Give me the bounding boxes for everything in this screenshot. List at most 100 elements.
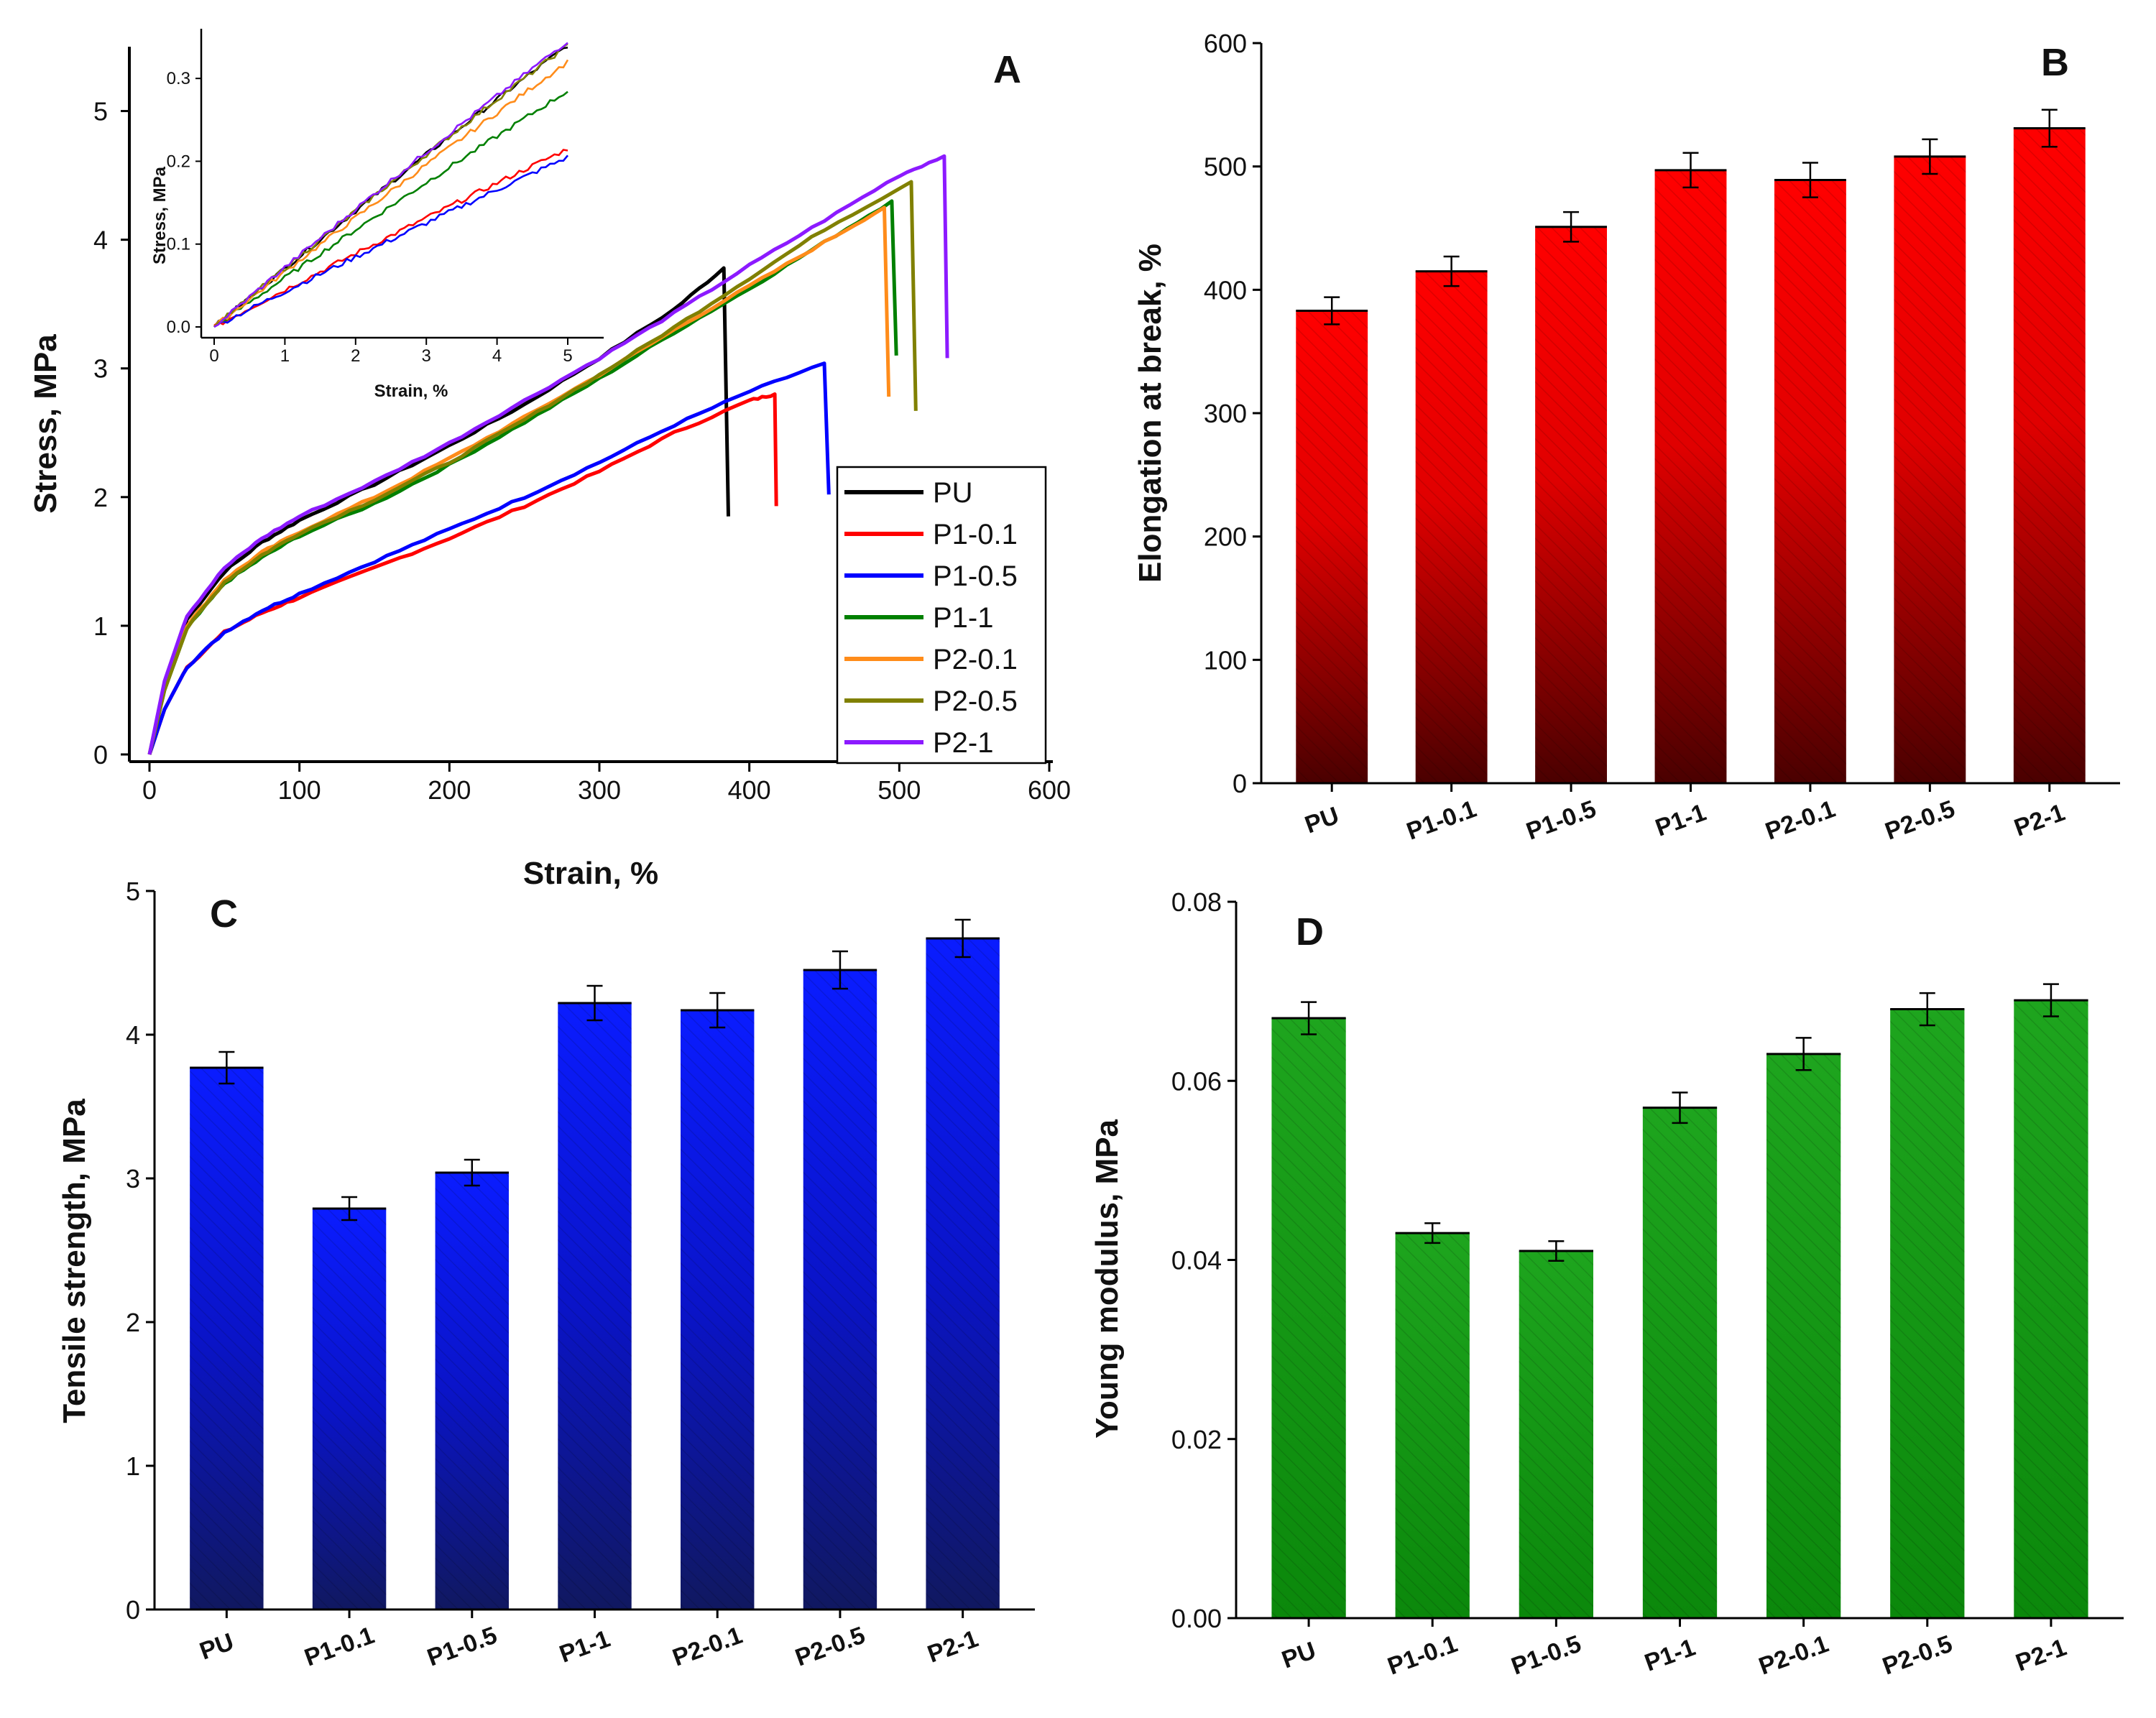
x-tick-label-p2-0.1: P2-0.1 [1755, 1630, 1832, 1681]
bar-hatch-p2-1 [926, 938, 1000, 1610]
bar-hatch-p1-0.1 [1415, 271, 1488, 783]
panel-d-y-title: Young modulus, MPa [1089, 1119, 1125, 1438]
bar-hatch-p2-0.5 [803, 970, 877, 1610]
series-line-p2-0.1 [147, 205, 891, 755]
bar-hatch-p2-0.1 [1766, 1053, 1841, 1618]
bar-hatch-p1-1 [1654, 170, 1727, 784]
x-tick-label-p1-0.1: P1-0.1 [1403, 795, 1480, 846]
bar-hatch-p1-0.5 [1519, 1251, 1593, 1618]
y-tick-label: 0.02 [1171, 1425, 1222, 1454]
y-tick-label: 400 [1204, 275, 1247, 305]
x-tick-label-p2-0.1: P2-0.1 [1762, 795, 1839, 846]
y-tick-label: 1 [126, 1451, 140, 1481]
series-line-p1-0.5 [147, 361, 831, 755]
legend-label-p1-1: P1-1 [933, 602, 994, 634]
x-tick-label-p1-0.1: P1-0.1 [301, 1622, 378, 1672]
y-tick-label: 100 [1204, 645, 1247, 675]
inset-x-tick-label: 4 [492, 346, 502, 366]
y-tick-label: 200 [1204, 522, 1247, 552]
panel-d-letter: D [1296, 910, 1324, 953]
a-y-tick-label: 5 [93, 97, 108, 126]
inset-y-tick-label: 0.1 [167, 235, 190, 254]
x-tick-label-pu: PU [1302, 802, 1342, 839]
bar-hatch-pu [1271, 1018, 1346, 1618]
series-line-p1-1 [147, 199, 898, 755]
y-tick-label: 0.00 [1171, 1604, 1222, 1633]
y-tick-label: 0.06 [1171, 1066, 1222, 1096]
x-tick-label-p2-0.5: P2-0.5 [1881, 795, 1958, 846]
y-tick-label: 600 [1204, 29, 1247, 58]
series-line-p2-1 [147, 154, 949, 755]
x-tick-label-p1-0.5: P1-0.5 [1508, 1630, 1585, 1681]
bar-hatch-p1-0.1 [1395, 1233, 1470, 1618]
x-tick-label-p1-0.1: P1-0.1 [1384, 1630, 1461, 1681]
legend-label-p1-0.5: P1-0.5 [933, 560, 1018, 592]
inset-series-line-p1-1 [213, 91, 568, 328]
panel-d-young-modulus-chart: PU P1-0.1 P1-0.5 P1-1 P2-0.1 P2-0.5 P2-1 0.00 0.… [1089, 887, 2124, 1681]
panel-b-letter: B [2041, 41, 2069, 84]
legend-label-p1-0.1: P1-0.1 [933, 519, 1018, 550]
inset-x-tick-label: 3 [422, 346, 431, 366]
inset-series-line-p2-0.1 [213, 59, 569, 328]
panel-b-elongation-chart: PU P1-0.1 P1-0.5 P1-1 P2-0.1 P2-0.5 P2-1 0 100 20… [1133, 29, 2120, 846]
y-tick-label: 300 [1204, 399, 1247, 428]
a-y-tick-label: 1 [93, 611, 108, 641]
y-tick-label: 5 [126, 877, 140, 906]
a-y-tick-label: 0 [93, 740, 108, 770]
panel-a-y-title: Stress, MPa [28, 334, 63, 514]
legend-label-p2-1: P2-1 [933, 727, 994, 759]
inset-x-tick-label: 0 [209, 346, 218, 366]
x-tick-label-p1-1: P1-1 [1651, 799, 1709, 842]
a-x-tick-label: 400 [728, 775, 771, 805]
x-tick-label-p1-1: P1-1 [556, 1625, 613, 1668]
y-tick-label: 500 [1204, 152, 1247, 182]
panel-c-y-title: Tensile strength, MPa [57, 1099, 92, 1423]
y-tick-label: 0 [1233, 769, 1247, 798]
bar-hatch-p2-0.1 [681, 1010, 755, 1610]
inset-y-tick-label: 0.2 [167, 152, 190, 171]
y-tick-label: 4 [126, 1020, 140, 1050]
x-tick-label-p2-0.1: P2-0.1 [669, 1622, 746, 1672]
inset-x-tick-label: 1 [280, 346, 290, 366]
series-line-p1-0.1 [147, 392, 778, 755]
a-x-tick-label: 600 [1028, 775, 1071, 805]
inset-series-line-p1-0.5 [213, 154, 569, 328]
x-tick-label-p1-0.5: P1-0.5 [1523, 795, 1600, 846]
panel-c-tensile-strength-chart: PU P1-0.1 P1-0.5 P1-1 P2-0.1 P2-0.5 P2-1 0 1 2 3 4 5… [57, 877, 1035, 1672]
inset-y-tick-label: 0.3 [167, 69, 190, 88]
a-x-tick-label: 500 [877, 775, 921, 805]
panel-a-letter: A [993, 48, 1021, 91]
inset-x-tick-label: 2 [351, 346, 360, 366]
x-tick-label-p2-0.5: P2-0.5 [792, 1622, 869, 1672]
y-tick-label: 2 [126, 1308, 140, 1337]
bar-hatch-p2-1 [2014, 1000, 2088, 1618]
bar-hatch-p1-0.5 [1535, 226, 1607, 783]
x-tick-label-p2-1: P2-1 [2012, 1634, 2070, 1677]
x-tick-label-p1-0.5: P1-0.5 [423, 1622, 500, 1672]
legend-label-p2-0.1: P2-0.1 [933, 644, 1018, 675]
bar-hatch-pu [1296, 310, 1368, 783]
a-y-tick-label: 2 [93, 483, 108, 512]
y-tick-label: 0.08 [1171, 887, 1222, 917]
a-x-tick-label: 0 [142, 775, 157, 805]
inset-y-tick-label: 0.0 [167, 318, 190, 337]
x-tick-label-pu: PU [196, 1628, 237, 1666]
bar-hatch-p2-0.5 [1890, 1009, 1965, 1618]
inset-x-title: Strain, % [374, 382, 448, 401]
bar-hatch-p2-0.1 [1774, 180, 1846, 784]
x-tick-label-p2-1: P2-1 [924, 1625, 982, 1668]
panel-a-stress-strain-chart: 0 100 200 300 400 500 600 0 1 2 3 4 5 A Strain, % St… [28, 29, 1071, 891]
legend-label-pu: PU [933, 477, 973, 509]
inset-series-line-p2-1 [213, 42, 568, 328]
x-tick-label-p2-0.5: P2-0.5 [1879, 1630, 1955, 1681]
a-y-tick-label: 3 [93, 354, 108, 384]
panel-a-legend: PU P1-0.1 P1-0.5 P1-1 P2-0.1 P2-0.5 P2-1 [836, 466, 1047, 765]
series-line-pu [147, 266, 730, 755]
panel-b-y-title: Elongation at break, % [1133, 244, 1168, 583]
inset-x-tick-label: 5 [563, 346, 572, 366]
bar-hatch-p2-0.5 [1894, 156, 1966, 783]
a-y-tick-label: 4 [93, 226, 108, 255]
bar-hatch-p2-1 [2013, 128, 2086, 783]
bar-hatch-pu [190, 1068, 264, 1610]
y-tick-label: 0.04 [1171, 1246, 1222, 1275]
